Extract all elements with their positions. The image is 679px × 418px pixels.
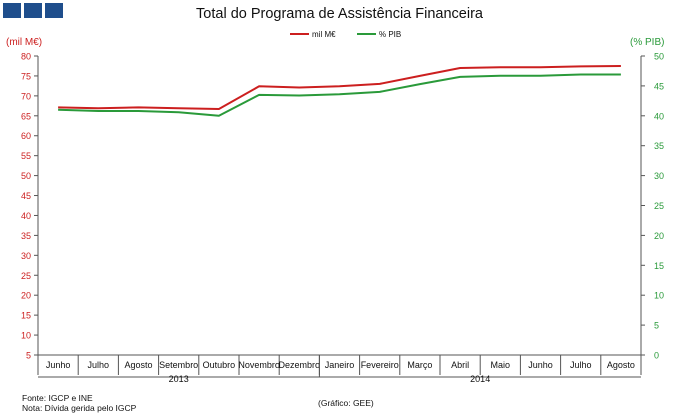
- series-line-mil-meur: [58, 65, 621, 110]
- logo-block: [3, 3, 21, 18]
- x-tick-label: Abril: [451, 360, 469, 370]
- y-left-tick-label: 5: [26, 351, 31, 361]
- x-tick-label: Junho: [46, 360, 71, 370]
- legend-label: % PIB: [379, 30, 401, 39]
- legend-label: mil M€: [312, 30, 336, 39]
- x-tick-label: Fevereiro: [361, 360, 399, 370]
- chart-credit: (Gráfico: GEE): [318, 398, 374, 408]
- year-label: 2013: [169, 374, 189, 384]
- y-right-tick-label: 35: [654, 141, 664, 151]
- y-left-tick-label: 15: [21, 311, 31, 321]
- x-tick-label: Julho: [88, 360, 110, 370]
- y-right-tick-label: 50: [654, 52, 664, 62]
- y-left-tick-label: 30: [21, 251, 31, 261]
- y-left-tick-label: 50: [21, 171, 31, 181]
- y-right-tick-label: 5: [654, 321, 659, 331]
- y-left-tick-label: 80: [21, 52, 31, 62]
- y-left-tick-label: 10: [21, 331, 31, 341]
- y-left-tick-label: 35: [21, 231, 31, 241]
- x-tick-label: Janeiro: [325, 360, 355, 370]
- source-note: Fonte: IGCP e INE: [22, 393, 93, 403]
- x-tick-label: Maio: [491, 360, 511, 370]
- y-right-tick-label: 40: [654, 111, 664, 121]
- y-right-tick-label: 30: [654, 171, 664, 181]
- y-right-tick-label: 25: [654, 201, 664, 211]
- x-tick-label: Novembro: [238, 360, 280, 370]
- y-left-tick-label: 55: [21, 151, 31, 161]
- x-tick-label: Junho: [528, 360, 553, 370]
- x-tick-label: Dezembro: [279, 360, 321, 370]
- x-tick-label: Julho: [570, 360, 592, 370]
- logo-block: [45, 3, 63, 18]
- x-tick-label: Março: [407, 360, 432, 370]
- data-note: Nota: Dívida gerida pelo IGCP: [22, 403, 137, 413]
- logo: [3, 3, 63, 18]
- logo-block: [24, 3, 42, 18]
- y-right-tick-label: 20: [654, 231, 664, 241]
- y-left-tick-label: 60: [21, 131, 31, 141]
- y-right-tick-label: 0: [654, 351, 659, 361]
- y-right-axis-label: (% PIB): [630, 37, 664, 48]
- x-tick-label: Setembro: [159, 360, 198, 370]
- x-tick-label: Agosto: [607, 360, 635, 370]
- y-left-tick-label: 25: [21, 271, 31, 281]
- y-left-tick-label: 70: [21, 91, 31, 101]
- y-right-tick-label: 10: [654, 291, 664, 301]
- x-tick-label: Agosto: [124, 360, 152, 370]
- year-label: 2014: [470, 374, 490, 384]
- chart-title: Total do Programa de Assistência Finance…: [196, 6, 483, 22]
- y-right-tick-label: 15: [654, 261, 664, 271]
- series-line-pct-pib: [58, 73, 621, 117]
- y-left-tick-label: 40: [21, 211, 31, 221]
- y-left-tick-label: 45: [21, 191, 31, 201]
- x-tick-label: Outubro: [203, 360, 236, 370]
- y-left-tick-label: 20: [21, 291, 31, 301]
- y-right-tick-label: 45: [654, 81, 664, 91]
- y-left-tick-label: 65: [21, 111, 31, 121]
- y-left-tick-label: 75: [21, 71, 31, 81]
- y-left-axis-label: (mil M€): [6, 37, 42, 48]
